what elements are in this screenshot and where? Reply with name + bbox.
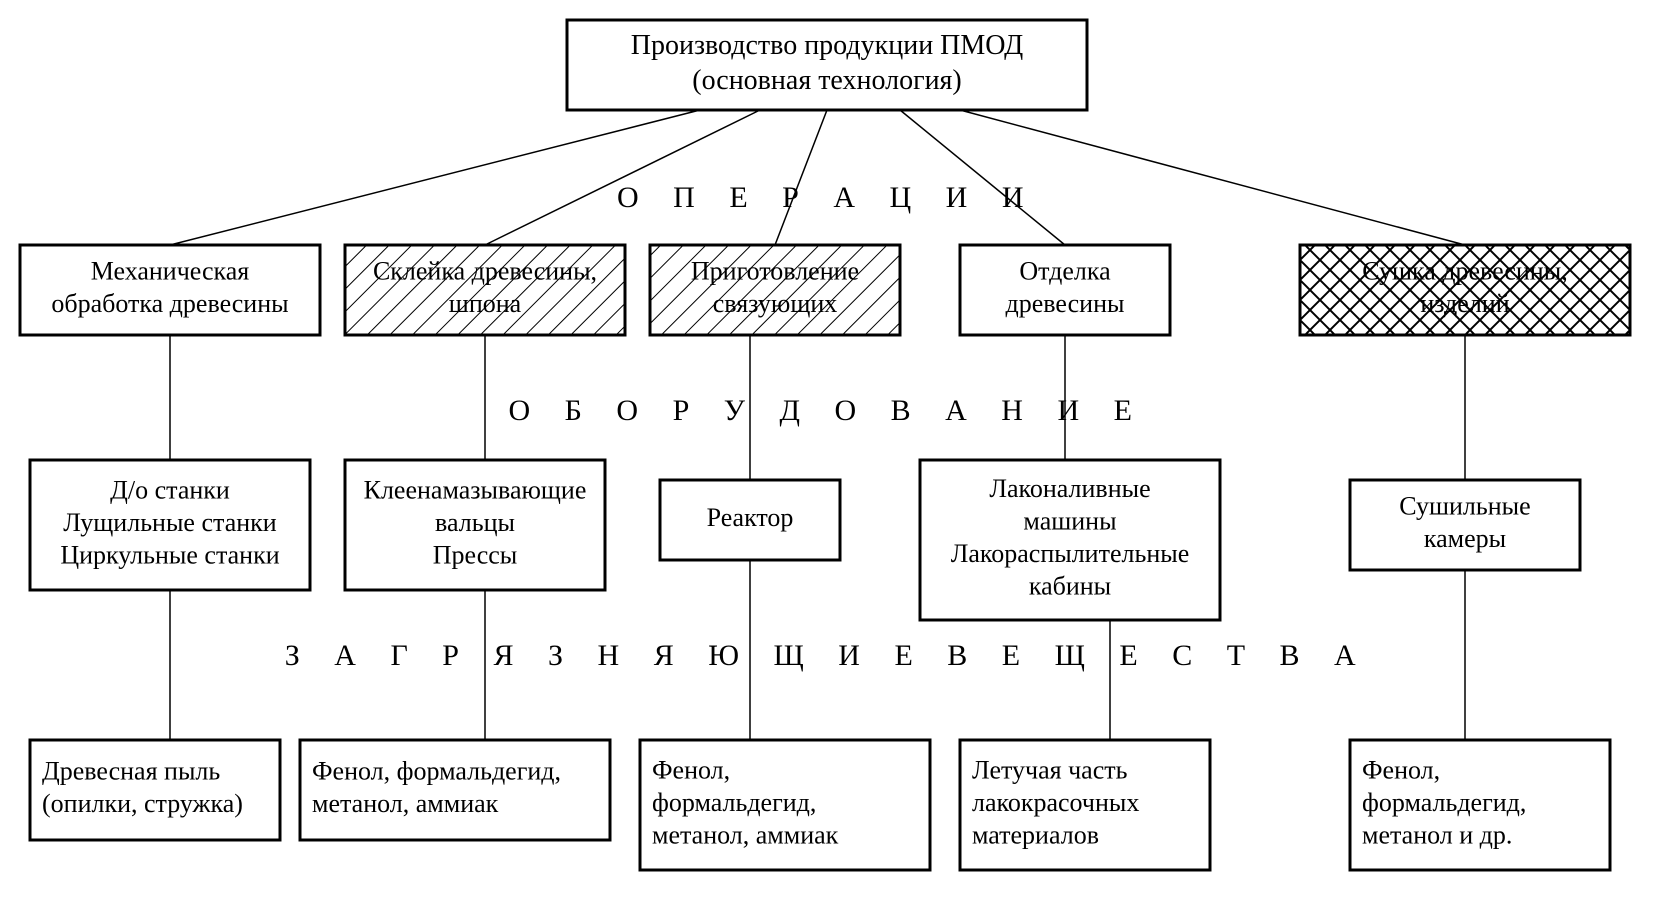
col3-pollutant-line: метанол, аммиак bbox=[652, 820, 839, 849]
flowchart-diagram: Производство продукции ПМОД (основная тех… bbox=[0, 0, 1654, 907]
col4-equipment-line: Лаконаливные bbox=[989, 474, 1150, 503]
col2-pollutant-line: Фенол, формальдегид, bbox=[312, 757, 561, 786]
col2-equipment-line: Клеенамазывающие bbox=[364, 475, 587, 504]
col5-operation: Сушка древесины, изделий bbox=[1300, 245, 1630, 335]
col1-pollutant-line: (опилки, стружка) bbox=[42, 789, 243, 818]
col4-equipment-line: Лакораспылительные bbox=[951, 539, 1190, 568]
connector bbox=[775, 110, 827, 245]
col3-operation-line: связующих bbox=[713, 289, 838, 318]
col5-pollutant-line: формальдегид, bbox=[1362, 788, 1526, 817]
root-node-line: (основная технология) bbox=[692, 65, 962, 96]
col4-pollutant-line: материалов bbox=[972, 820, 1099, 849]
col2-equipment-line: вальцы bbox=[435, 508, 515, 537]
col3-equipment-line: Реактор bbox=[707, 503, 794, 532]
col3-equipment: Реактор bbox=[660, 480, 840, 560]
col1-equipment-line: Циркульные станки bbox=[60, 540, 279, 569]
col3-operation-line: Приготовление bbox=[691, 257, 859, 286]
col2-operation: Склейка древесины, шпона bbox=[345, 245, 625, 335]
col1-operation-line: Механическая bbox=[91, 257, 250, 286]
root-node: Производство продукции ПМОД (основная тех… bbox=[567, 20, 1087, 110]
boxes-layer: Производство продукции ПМОД (основная тех… bbox=[20, 20, 1630, 870]
col1-pollutant-line: Древесная пыль bbox=[42, 757, 220, 786]
col1-equipment: Д/о станки Лущильные станки Циркульные ста… bbox=[30, 460, 310, 590]
col4-operation: Отделка древесины bbox=[960, 245, 1170, 335]
col4-operation-line: древесины bbox=[1006, 289, 1125, 318]
col2-equipment-line: Прессы bbox=[433, 540, 518, 569]
col4-equipment: Лаконаливные машины Лакораспылительные каби… bbox=[920, 460, 1220, 620]
col1-pollutant: Древесная пыль (опилки, стружка) bbox=[30, 740, 280, 840]
col1-equipment-line: Лущильные станки bbox=[63, 508, 276, 537]
col5-pollutant-line: Фенол, bbox=[1362, 755, 1440, 784]
col1-operation: Механическая обработка древесины bbox=[20, 245, 320, 335]
col5-operation-line: Сушка древесины, bbox=[1362, 257, 1567, 286]
root-node-line: Производство продукции ПМОД bbox=[631, 30, 1023, 61]
col2-operation-line: Склейка древесины, bbox=[373, 257, 597, 286]
col3-pollutant-line: формальдегид, bbox=[652, 788, 816, 817]
col5-equipment-line: Сушильные bbox=[1399, 492, 1530, 521]
col3-pollutant-line: Фенол, bbox=[652, 755, 730, 784]
section-label-operations: О П Е Р А Ц И И bbox=[617, 181, 1037, 214]
col5-pollutant: Фенол, формальдегид, метанол и др. bbox=[1350, 740, 1610, 870]
col4-equipment-line: кабины bbox=[1029, 572, 1111, 601]
col5-equipment-line: камеры bbox=[1424, 524, 1506, 553]
col2-pollutant-line: метанол, аммиак bbox=[312, 789, 499, 818]
col3-pollutant: Фенол, формальдегид, метанол, аммиак bbox=[640, 740, 930, 870]
connector bbox=[900, 110, 1065, 245]
col4-operation-line: Отделка bbox=[1019, 257, 1111, 286]
col3-operation: Приготовление связующих bbox=[650, 245, 900, 335]
section-label-pollutants: З А Г Р Я З Н Я Ю Щ И Е В Е Щ Е С Т В А bbox=[285, 639, 1369, 672]
connector bbox=[960, 110, 1465, 245]
col5-equipment: Сушильные камеры bbox=[1350, 480, 1580, 570]
col4-pollutant-line: лакокрасочных bbox=[972, 788, 1139, 817]
col2-operation-line: шпона bbox=[449, 289, 522, 318]
col4-pollutant: Летучая часть лакокрасочных материалов bbox=[960, 740, 1210, 870]
col2-equipment: Клеенамазывающие вальцы Прессы bbox=[345, 460, 605, 590]
col1-operation-line: обработка древесины bbox=[51, 289, 288, 318]
col2-pollutant: Фенол, формальдегид, метанол, аммиак bbox=[300, 740, 610, 840]
col5-operation-line: изделий bbox=[1420, 289, 1509, 318]
col4-pollutant-line: Летучая часть bbox=[972, 755, 1128, 784]
col4-equipment-line: машины bbox=[1023, 507, 1116, 536]
section-label-equipment: О Б О Р У Д О В А Н И Е bbox=[509, 394, 1146, 427]
connector bbox=[170, 110, 700, 245]
col1-equipment-line: Д/о станки bbox=[110, 475, 230, 504]
col5-pollutant-line: метанол и др. bbox=[1362, 820, 1512, 849]
